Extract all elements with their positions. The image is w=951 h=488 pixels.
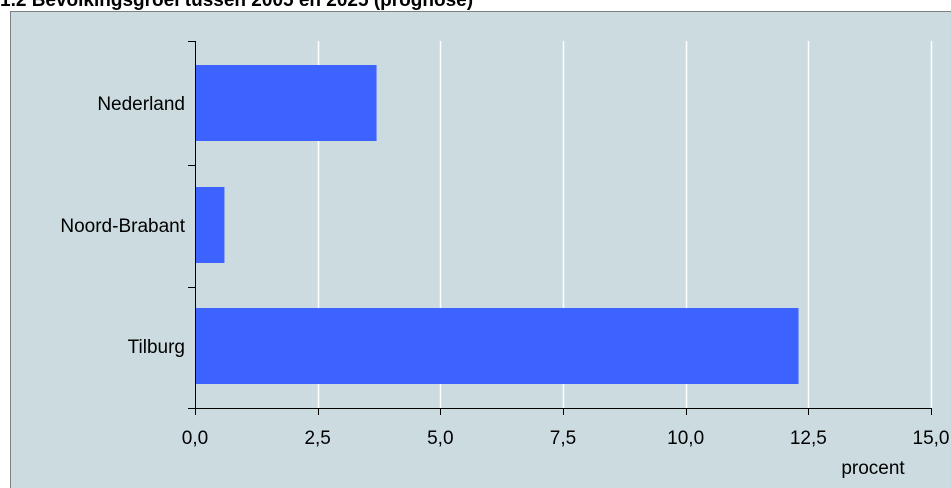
category-label: Nederland [97,94,185,115]
x-tick-label: 5,0 [427,428,453,449]
bar-tilburg [195,308,799,384]
bars [195,65,799,384]
chart-title: 1.2 Bevolkingsgroei tussen 2005 en 2025 … [0,0,474,11]
x-tick-label: 2,5 [304,428,330,449]
axes [188,41,932,415]
x-tick-label: 7,5 [550,428,576,449]
labels: 0,0 2,5 5,0 7,5 10,0 12,5 15,0 Nederland Noord-B… [60,94,949,479]
x-tick-label: 12,5 [790,428,827,449]
bar-noord-brabant [195,187,225,263]
category-label: Noord-Brabant [60,216,185,237]
x-axis-unit-label: procent [841,458,905,479]
category-label: Tilburg [128,337,185,358]
x-tick-label: 10,0 [667,428,704,449]
x-tick-label: 15,0 [913,428,950,449]
bar-nederland [195,65,377,141]
x-tick-label: 0,0 [182,428,208,449]
